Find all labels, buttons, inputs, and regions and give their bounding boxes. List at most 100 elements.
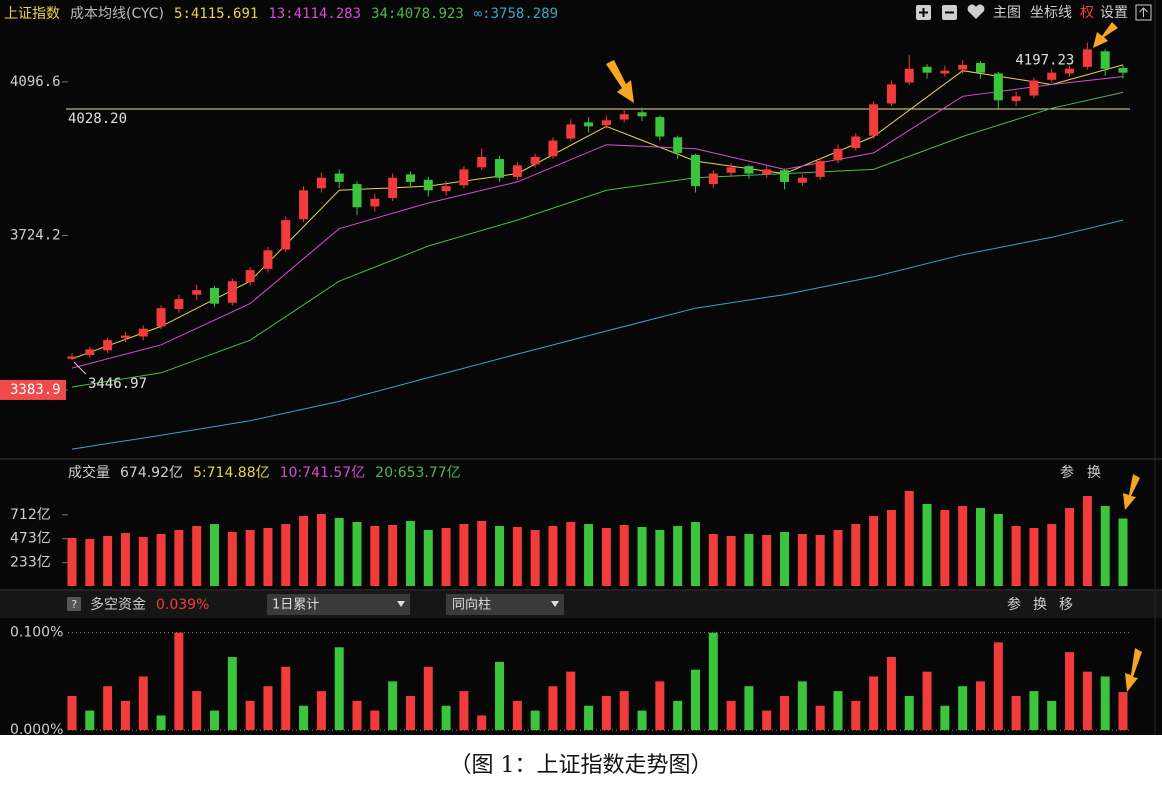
bar [958, 686, 968, 731]
help-icon[interactable] [67, 597, 81, 611]
candle-body [548, 140, 558, 157]
toolbar-button[interactable]: 主图 [993, 5, 1021, 21]
bar [886, 657, 896, 731]
bar [708, 534, 718, 586]
bar [192, 691, 202, 731]
legend-entry: 34:4078.923 [371, 6, 464, 22]
candle-body [993, 73, 1003, 101]
bar [869, 676, 879, 731]
arrows [606, 22, 1142, 692]
bar [1029, 528, 1039, 586]
bar [940, 705, 950, 731]
bar [548, 686, 558, 731]
candle-body [192, 290, 202, 295]
toolbar-button[interactable]: 权 [1080, 5, 1094, 21]
candle-body [316, 177, 326, 189]
bar [120, 700, 130, 731]
candle-body [958, 64, 968, 70]
bar [441, 528, 451, 586]
panel-value: 674.92亿 [120, 465, 183, 481]
legend-entry: ∞:3758.289 [474, 6, 558, 22]
panel-button[interactable]: 换 [1033, 596, 1047, 613]
toolbar-button[interactable]: 设置 [1100, 5, 1128, 21]
panel-button[interactable]: 参 [1007, 596, 1021, 613]
bar [797, 681, 807, 731]
panel-button[interactable]: 移 [1059, 597, 1073, 613]
dropdown-label[interactable]: 1日累计 [272, 598, 319, 613]
bar [263, 528, 273, 586]
panel-button[interactable]: 参 [1060, 464, 1074, 481]
panel-title: 成交量 [68, 464, 110, 481]
bar [780, 532, 790, 586]
candle-body [833, 148, 843, 161]
legend-entry: 13:4114.283 [268, 6, 361, 22]
bar [281, 524, 291, 586]
candle-body [673, 137, 683, 153]
panel-button[interactable]: 换 [1087, 464, 1101, 481]
bar [708, 632, 718, 731]
bar [690, 669, 700, 731]
candle-body [174, 299, 184, 310]
popout-button[interactable] [1135, 4, 1152, 21]
ma-line [71, 219, 1124, 450]
bar [263, 686, 273, 731]
candle-body [1118, 67, 1128, 73]
candle-body [744, 166, 754, 174]
favorite-button[interactable] [967, 4, 985, 19]
bar [120, 533, 130, 586]
bar [815, 705, 825, 731]
candle-body [1047, 72, 1057, 80]
bar [405, 521, 415, 586]
bar [388, 525, 398, 586]
candle-body [708, 173, 718, 185]
candle-body [495, 159, 505, 178]
candle-body [566, 124, 576, 139]
candle-body [227, 281, 237, 303]
bar [1118, 692, 1128, 731]
bar [815, 535, 825, 586]
bar [423, 666, 433, 731]
bar [744, 534, 754, 586]
y-tick-label: 712亿 [10, 507, 51, 523]
bar [690, 522, 700, 586]
bar [227, 532, 237, 586]
legend-entry: 5:4115.691 [174, 6, 258, 22]
bar [530, 710, 540, 731]
dropdown[interactable] [446, 594, 564, 615]
bar [548, 526, 558, 586]
bar [174, 632, 184, 731]
candle-body [85, 349, 95, 356]
candle-body [762, 169, 772, 175]
bar [940, 510, 950, 586]
trading-chart: ? 上证指数 成本均线(CYC) 5:4115.691 13:4114.283 34:4… [0, 0, 1162, 735]
y-tick-label: 473亿 [10, 531, 51, 547]
candle-body [281, 220, 291, 250]
bar [744, 686, 754, 731]
bar [993, 642, 1003, 731]
dropdown-label[interactable]: 同向柱 [452, 597, 491, 613]
dropdown[interactable] [267, 594, 410, 615]
bar [1082, 496, 1092, 586]
candle-body [138, 328, 148, 337]
candle-body [851, 136, 861, 148]
bar [726, 536, 736, 586]
fund-header-bar [0, 591, 1162, 618]
bar [975, 681, 985, 731]
toolbar-icons[interactable] [916, 4, 1152, 21]
toolbar-button[interactable]: 坐标线 [1030, 5, 1072, 21]
candle-body [780, 170, 790, 182]
candle-body [299, 190, 309, 220]
bar [1029, 691, 1039, 731]
bar [922, 504, 932, 586]
bar [797, 534, 807, 586]
reference-label: 4028.20 [68, 111, 127, 127]
bar [601, 695, 611, 731]
bar [477, 521, 487, 586]
arrow [1093, 22, 1118, 48]
annotation: 4197.23 [1015, 53, 1074, 69]
bar [423, 530, 433, 586]
bar [833, 530, 843, 586]
bar [655, 681, 665, 731]
bar [334, 518, 344, 586]
